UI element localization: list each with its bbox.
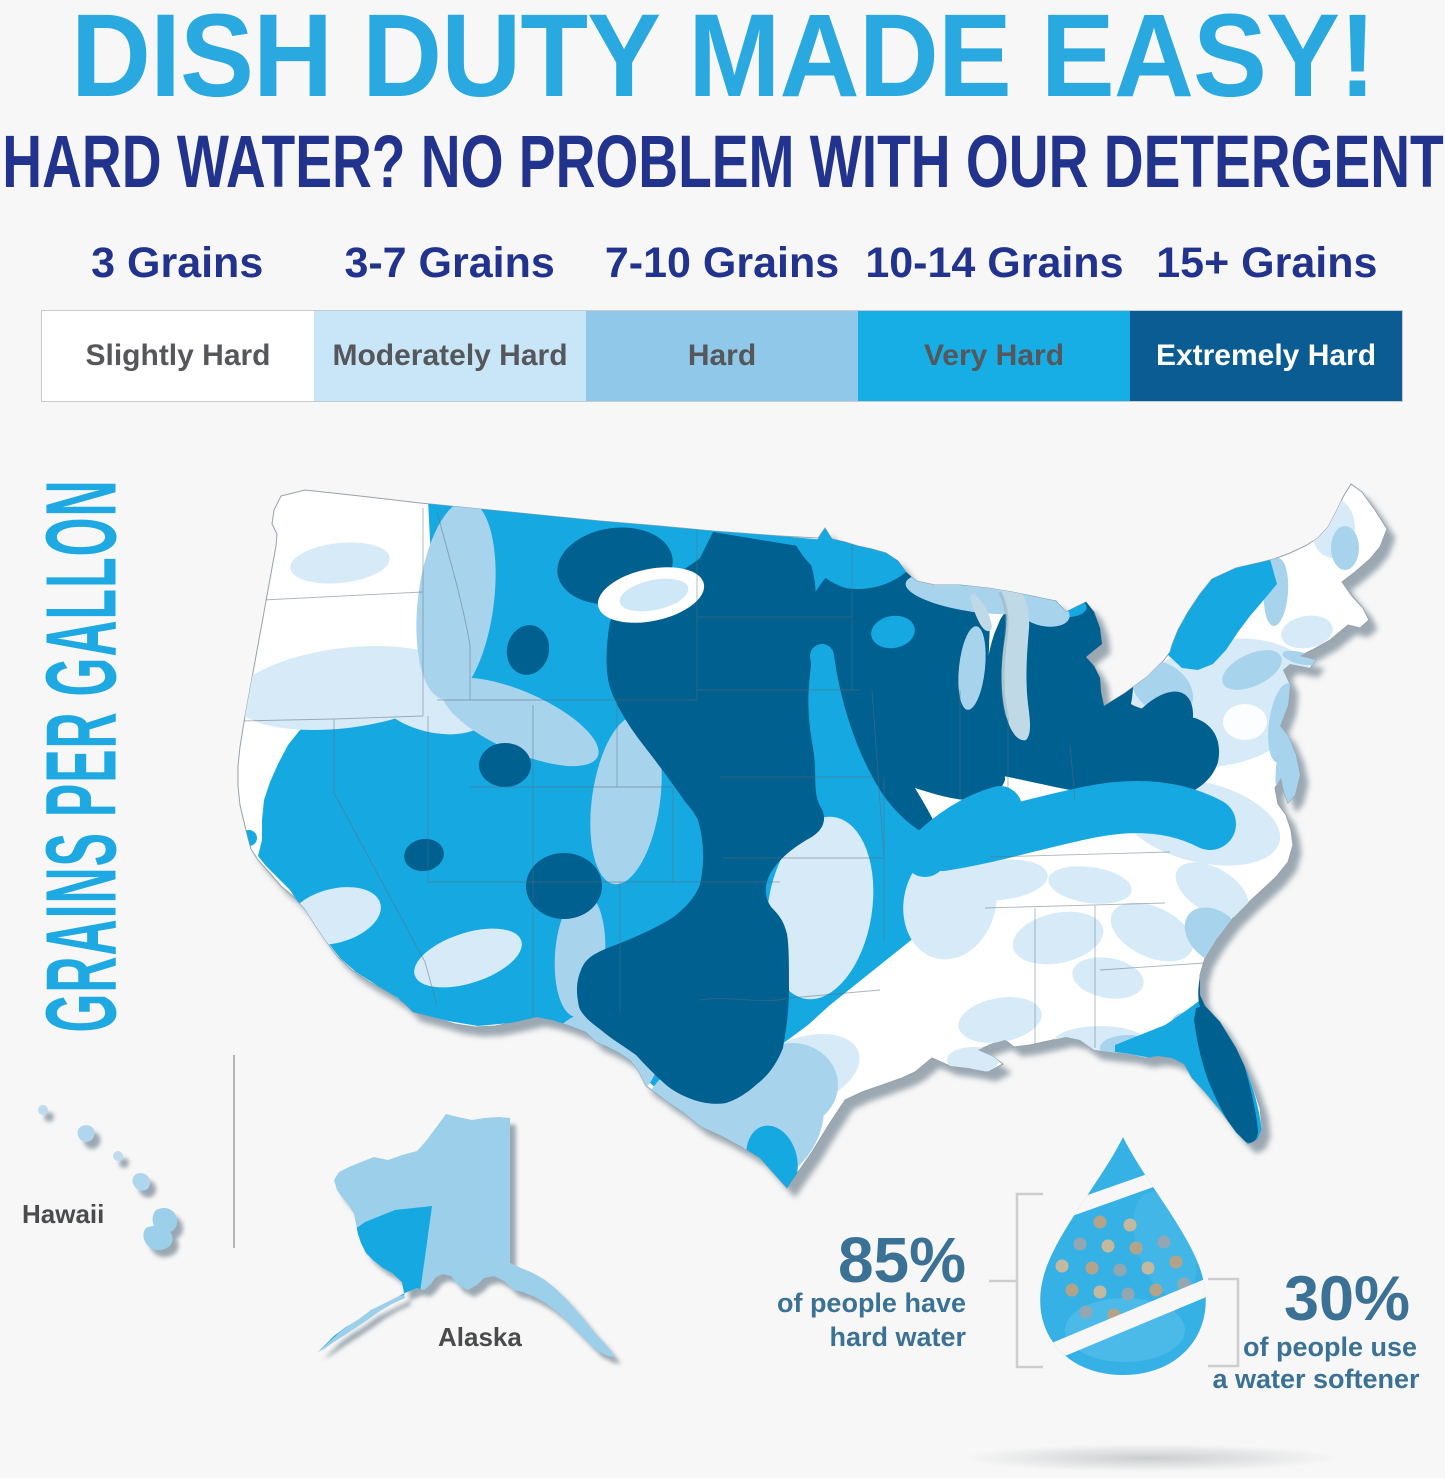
svg-text:30%: 30%	[1284, 1264, 1410, 1334]
svg-text:Hawaii: Hawaii	[22, 1199, 104, 1229]
svg-text:of people have: of people have	[777, 1288, 966, 1318]
svg-text:Alaska: Alaska	[438, 1322, 522, 1352]
svg-text:85%: 85%	[838, 1224, 966, 1296]
svg-text:of people use: of people use	[1243, 1332, 1417, 1362]
svg-text:a water softener: a water softener	[1212, 1364, 1420, 1394]
svg-text:hard water: hard water	[829, 1322, 966, 1352]
